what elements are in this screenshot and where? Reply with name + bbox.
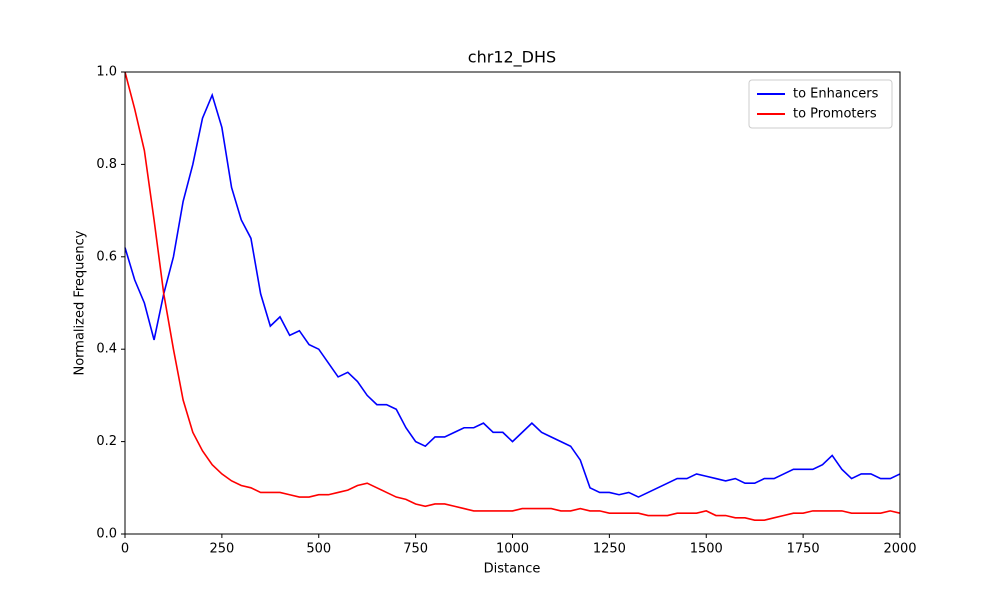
chart-title: chr12_DHS bbox=[468, 48, 556, 68]
y-tick-label: 1.0 bbox=[96, 65, 117, 80]
x-tick-label: 1250 bbox=[593, 542, 626, 557]
legend-label: to Enhancers bbox=[793, 87, 879, 102]
y-tick-label: 0.8 bbox=[96, 157, 117, 172]
x-tick-label: 0 bbox=[121, 542, 129, 557]
x-tick-label: 1000 bbox=[496, 542, 529, 557]
x-tick-label: 1750 bbox=[787, 542, 820, 557]
legend-label: to Promoters bbox=[793, 107, 877, 122]
x-tick-label: 250 bbox=[209, 542, 234, 557]
y-tick-label: 0.0 bbox=[96, 527, 117, 542]
y-tick-label: 0.2 bbox=[96, 434, 117, 449]
y-tick-label: 0.6 bbox=[96, 249, 117, 264]
legend-box bbox=[748, 79, 893, 129]
y-axis-label: Normalized Frequency bbox=[73, 230, 88, 375]
x-tick-label: 500 bbox=[306, 542, 331, 557]
x-tick-label: 750 bbox=[403, 542, 428, 557]
x-tick-label: 2000 bbox=[883, 542, 916, 557]
data-line bbox=[124, 92, 901, 498]
y-tick-label: 0.4 bbox=[96, 342, 117, 357]
data-line bbox=[124, 71, 901, 521]
x-tick-label: 1500 bbox=[690, 542, 723, 557]
x-axis-label: Distance bbox=[484, 562, 541, 577]
plot-frame bbox=[124, 71, 901, 535]
